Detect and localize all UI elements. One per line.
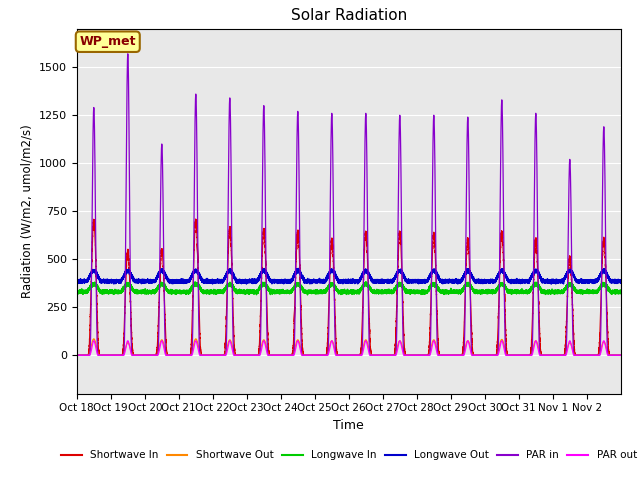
Longwave In <box>362 279 370 285</box>
PAR out <box>617 352 625 358</box>
Y-axis label: Radiation (W/m2, umol/m2/s): Radiation (W/m2, umol/m2/s) <box>20 124 33 298</box>
Shortwave Out <box>73 352 81 358</box>
Title: Solar Radiation: Solar Radiation <box>291 9 407 24</box>
PAR out <box>570 352 578 358</box>
PAR out <box>90 338 98 344</box>
Longwave Out <box>617 280 625 286</box>
Longwave Out <box>570 274 578 280</box>
Longwave In <box>534 281 541 287</box>
Shortwave In <box>122 291 129 297</box>
Longwave In <box>260 281 268 287</box>
Longwave Out <box>547 281 555 287</box>
PAR out <box>223 350 230 356</box>
Longwave In <box>570 286 578 291</box>
Longwave In <box>73 288 81 294</box>
Line: Shortwave Out: Shortwave Out <box>77 339 621 355</box>
Shortwave Out <box>122 345 129 351</box>
PAR in <box>122 272 129 278</box>
Shortwave Out <box>617 352 625 358</box>
Line: PAR out: PAR out <box>77 341 621 355</box>
PAR out <box>73 352 81 358</box>
PAR out <box>494 352 502 358</box>
Legend: Shortwave In, Shortwave Out, Longwave In, Longwave Out, PAR in, PAR out: Shortwave In, Shortwave Out, Longwave In… <box>56 446 640 465</box>
Longwave Out <box>494 274 502 280</box>
PAR in <box>124 51 132 57</box>
Shortwave Out <box>260 337 268 343</box>
PAR in <box>494 352 502 358</box>
Shortwave Out <box>223 346 230 352</box>
Longwave In <box>617 289 625 295</box>
Longwave Out <box>260 267 268 273</box>
Longwave In <box>223 285 230 290</box>
Longwave Out <box>73 278 81 284</box>
PAR in <box>260 110 268 116</box>
Shortwave In <box>192 216 200 222</box>
PAR in <box>73 352 81 358</box>
PAR in <box>223 323 230 328</box>
Shortwave In <box>570 348 578 353</box>
Shortwave Out <box>494 350 502 356</box>
Longwave Out <box>294 265 302 271</box>
Shortwave In <box>534 260 541 266</box>
PAR in <box>617 352 625 358</box>
Line: Shortwave In: Shortwave In <box>77 219 621 355</box>
Shortwave In <box>73 352 81 358</box>
Line: Longwave Out: Longwave Out <box>77 268 621 284</box>
Shortwave In <box>223 299 230 304</box>
Shortwave Out <box>90 336 98 342</box>
PAR out <box>260 338 268 344</box>
Line: PAR in: PAR in <box>77 54 621 355</box>
Longwave In <box>122 283 129 289</box>
Shortwave In <box>494 336 502 342</box>
Longwave In <box>303 292 311 298</box>
Shortwave In <box>617 352 625 358</box>
Longwave Out <box>223 270 230 276</box>
PAR in <box>570 352 578 358</box>
Longwave In <box>494 285 502 290</box>
Line: Longwave In: Longwave In <box>77 282 621 295</box>
Text: WP_met: WP_met <box>79 35 136 48</box>
X-axis label: Time: Time <box>333 419 364 432</box>
PAR in <box>534 205 541 211</box>
Shortwave In <box>260 228 268 234</box>
Shortwave Out <box>570 351 578 357</box>
Shortwave Out <box>534 341 541 347</box>
Longwave Out <box>122 270 129 276</box>
PAR out <box>122 347 129 353</box>
Longwave Out <box>534 267 541 273</box>
PAR out <box>534 343 541 348</box>
